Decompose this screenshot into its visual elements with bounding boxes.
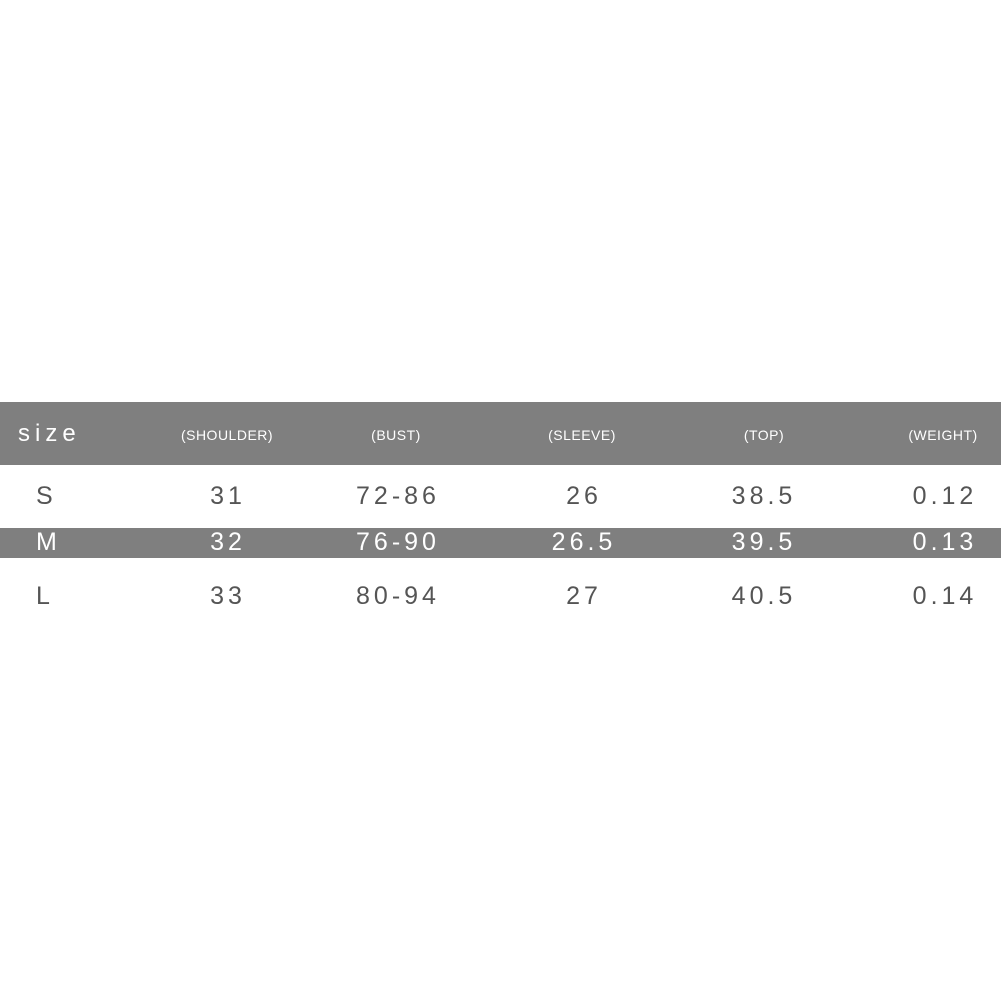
header-shoulder: (SHOULDER) (180, 427, 274, 443)
cell-bust: 76-90 (356, 528, 440, 556)
cell-top: 39.5 (731, 528, 797, 556)
header-bust: (BUST) (371, 427, 421, 443)
table-row: S 31 72-86 26 38.5 0.12 (0, 482, 1001, 514)
cell-weight: 0.14 (912, 582, 978, 610)
cell-sleeve: 27 (566, 582, 602, 610)
cell-shoulder: 32 (210, 528, 246, 556)
header-weight: (WEIGHT) (908, 427, 978, 443)
header-sleeve: (SLEEVE) (548, 427, 616, 443)
cell-bust: 72-86 (356, 482, 440, 510)
cell-size: L (36, 582, 50, 610)
cell-sleeve: 26 (566, 482, 602, 510)
header-size: size (18, 420, 81, 447)
cell-weight: 0.13 (912, 528, 978, 556)
table-row: M 32 76-90 26.5 39.5 0.13 (0, 528, 1001, 558)
cell-sleeve: 26.5 (551, 528, 617, 556)
table-header: size (SHOULDER) (BUST) (SLEEVE) (TOP) (W… (0, 402, 1001, 465)
cell-weight: 0.12 (912, 482, 978, 510)
cell-shoulder: 31 (210, 482, 246, 510)
table-row: L 33 80-94 27 40.5 0.14 (0, 582, 1001, 614)
cell-size: S (36, 482, 53, 510)
cell-shoulder: 33 (210, 582, 246, 610)
cell-size: M (36, 528, 57, 556)
cell-top: 40.5 (731, 582, 797, 610)
cell-top: 38.5 (731, 482, 797, 510)
header-top: (TOP) (743, 427, 785, 443)
cell-bust: 80-94 (356, 582, 440, 610)
